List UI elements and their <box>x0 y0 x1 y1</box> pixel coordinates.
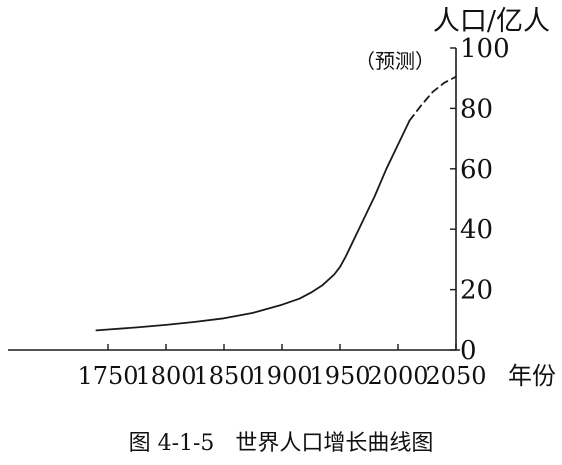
series-layer <box>95 75 457 332</box>
y-axis-label: 人口/亿人 <box>433 6 550 37</box>
x-tick-label: 2050 <box>425 362 486 390</box>
y-tick-label: 60 <box>460 155 493 185</box>
x-tick-label: 2000 <box>367 362 428 390</box>
population-line <box>95 119 411 332</box>
x-tick-label: 1950 <box>309 362 370 390</box>
y-tick-label: 20 <box>460 276 493 306</box>
x-tick-label: 1800 <box>135 362 196 390</box>
y-tick-label: 0 <box>460 336 477 366</box>
forecast-annotation: （预测） <box>355 49 435 73</box>
y-tick-label: 100 <box>460 34 510 64</box>
x-tick-label: 1750 <box>77 362 138 390</box>
y-tick-label: 80 <box>460 94 493 124</box>
chart-caption: 图 4-1-5 世界人口增长曲线图 <box>129 431 434 456</box>
forecast-line <box>408 75 457 122</box>
y-ticks: 0 20 40 60 80 100 <box>450 34 510 366</box>
y-tick-label: 40 <box>460 215 493 245</box>
x-tick-label: 1900 <box>251 362 312 390</box>
x-tick-label: 1850 <box>193 362 254 390</box>
x-axis-label: 年份 <box>508 362 556 390</box>
